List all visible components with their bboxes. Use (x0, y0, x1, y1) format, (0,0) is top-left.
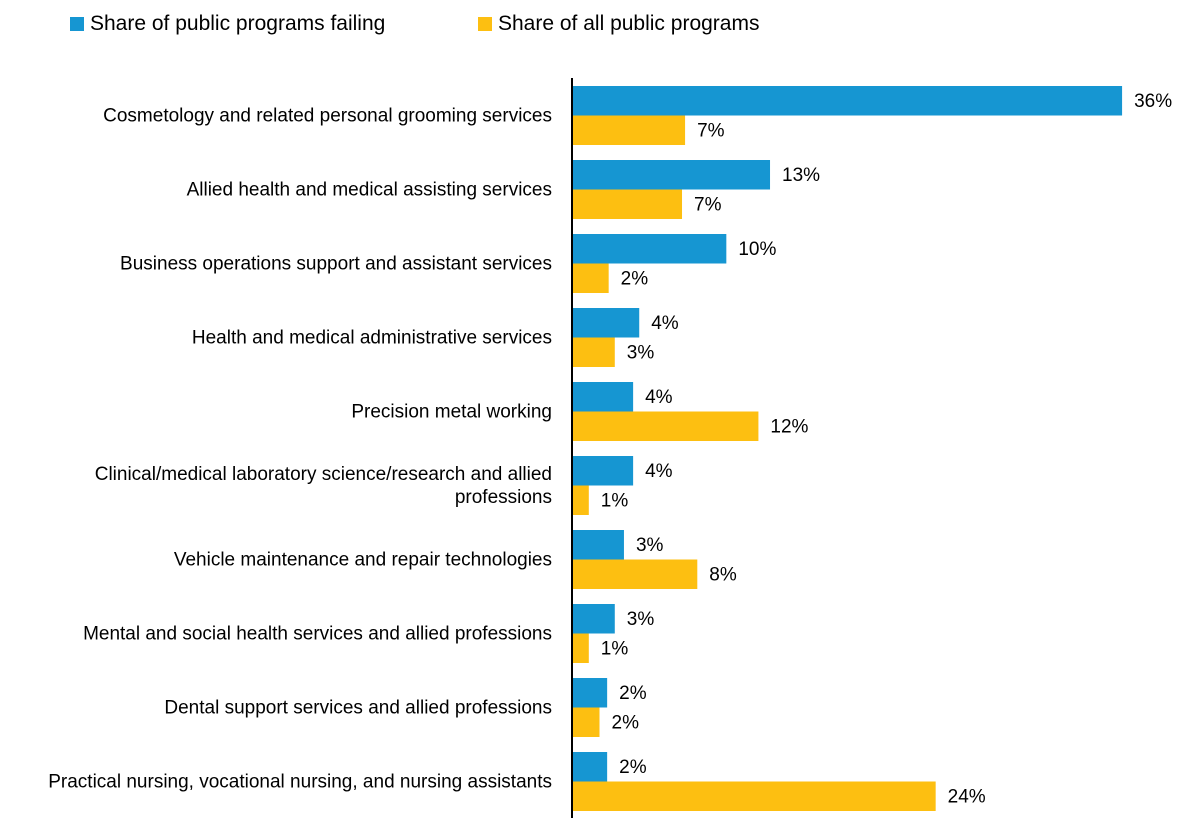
value-label: 4% (645, 461, 673, 482)
bar (572, 86, 1123, 116)
bar (572, 678, 608, 708)
value-label: 8% (709, 564, 737, 585)
value-label: 4% (645, 387, 673, 408)
legend-label: Share of public programs failing (90, 12, 386, 35)
bar (572, 308, 640, 338)
bar (572, 411, 759, 441)
value-label: 36% (1134, 91, 1172, 112)
bar (572, 752, 608, 782)
bar (572, 456, 634, 486)
category-label: Cosmetology and related personal groomin… (103, 105, 552, 126)
bar (572, 485, 589, 515)
value-label: 3% (636, 535, 664, 556)
bar (572, 263, 609, 293)
bar (572, 781, 936, 811)
bar (572, 604, 615, 634)
category-label: Mental and social health services and al… (83, 623, 552, 644)
value-label: 3% (627, 342, 655, 363)
legend-item: Share of public programs failing (70, 12, 385, 36)
value-label: 1% (601, 638, 629, 659)
value-label: 1% (601, 490, 629, 511)
bar (572, 530, 624, 560)
category-label: Health and medical administrative servic… (191, 327, 552, 348)
category-label: Vehicle maintenance and repair technolog… (173, 549, 552, 570)
bar (572, 234, 727, 264)
category-label: Allied health and medical assisting serv… (186, 179, 552, 200)
value-label: 2% (612, 712, 640, 733)
legend-swatch (70, 17, 84, 31)
value-label: 4% (651, 313, 679, 334)
value-label: 13% (782, 165, 820, 186)
value-label: 2% (621, 268, 649, 289)
legend-swatch (478, 17, 492, 31)
category-label: Practical nursing, vocational nursing, a… (48, 771, 552, 792)
category-label: Precision metal working (351, 401, 552, 422)
category-label: Clinical/medical laboratory science/rese… (94, 463, 552, 508)
bar (572, 189, 683, 219)
bar (572, 633, 589, 663)
value-label: 12% (770, 416, 808, 437)
category-label: Business operations support and assistan… (120, 253, 552, 274)
value-label: 24% (948, 786, 986, 807)
bar (572, 337, 615, 367)
value-label: 2% (619, 757, 647, 778)
value-label: 3% (627, 609, 655, 630)
value-label: 10% (738, 239, 776, 260)
value-label: 2% (619, 683, 647, 704)
value-label: 7% (697, 120, 725, 141)
bar (572, 382, 634, 412)
bar (572, 559, 698, 589)
legend-item: Share of all public programs (478, 12, 759, 36)
legend-label: Share of all public programs (498, 12, 760, 35)
bar (572, 115, 686, 145)
bar (572, 160, 771, 190)
category-label: Dental support services and allied profe… (164, 697, 552, 718)
bar (572, 707, 600, 737)
value-label: 7% (694, 194, 722, 215)
